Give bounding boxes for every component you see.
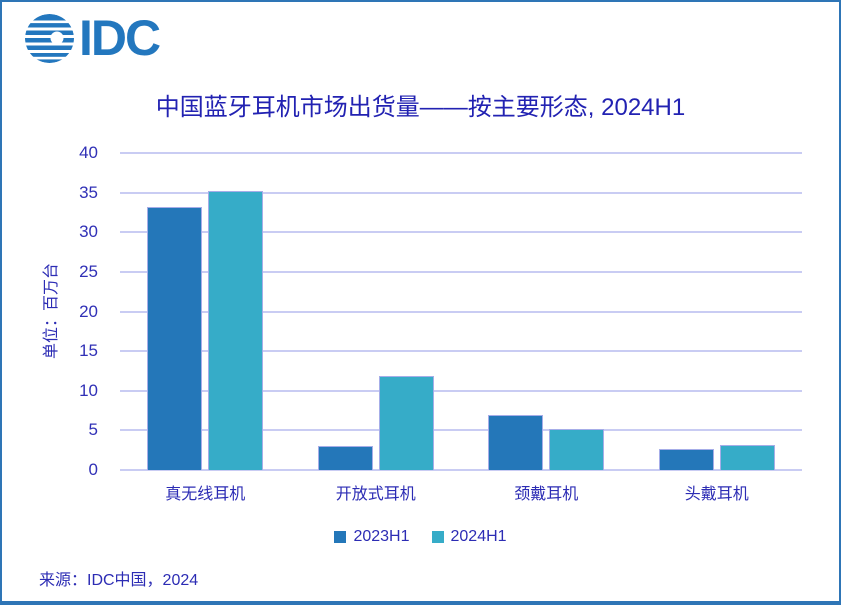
legend-label: 2024H1	[450, 528, 507, 545]
bar-2023H1	[658, 449, 714, 470]
source-note: 来源：IDC中国，2024	[39, 572, 199, 589]
y-axis-tick-label: 30	[79, 222, 98, 242]
plot-area	[120, 152, 802, 471]
gridline	[120, 152, 802, 154]
bar-2024H1	[719, 445, 775, 470]
bar-2024H1	[378, 375, 434, 470]
y-axis-tick-label: 35	[79, 182, 98, 202]
legend-item: 2024H1	[431, 528, 507, 545]
chart-title: 中国蓝牙耳机市场出货量——按主要形态, 2024H1	[155, 94, 686, 121]
x-axis-category-label: 开放式耳机	[335, 486, 416, 503]
bar-group	[291, 153, 462, 470]
bar-series-container	[120, 153, 802, 470]
gridline	[120, 429, 802, 432]
bar-2024H1	[208, 191, 264, 470]
y-axis-tick-label: 20	[79, 301, 98, 321]
x-axis-category-label: 真无线耳机	[165, 486, 246, 503]
x-axis-category-labels: 真无线耳机 开放式耳机 颈戴耳机 头戴耳机	[120, 480, 802, 504]
y-axis-tick-label: 0	[88, 460, 98, 479]
bar-group	[120, 153, 291, 470]
y-axis-tick-label: 25	[79, 261, 98, 281]
idc-globe-icon	[25, 14, 74, 63]
legend-label: 2023H1	[353, 528, 410, 545]
gridline	[120, 231, 802, 234]
gridline	[120, 389, 802, 392]
x-axis-category-label: 头戴耳机	[684, 486, 749, 503]
y-axis-tick-label: 15	[79, 341, 98, 361]
bar-group	[461, 153, 632, 470]
idc-logo-text: IDC	[79, 10, 161, 66]
legend-swatch	[334, 531, 347, 543]
x-axis-category-label: 颈戴耳机	[514, 486, 579, 503]
legend-swatch	[431, 531, 444, 543]
y-axis-tick-label: 10	[79, 380, 98, 400]
gridline	[120, 191, 802, 194]
y-axis-tick-label: 40	[79, 143, 98, 162]
bar-2023H1	[317, 446, 373, 470]
chart-legend: 2023H1 2024H1	[2, 529, 839, 545]
y-axis-tick-labels: 0 5 10 15 20 25 30 35 40	[2, 143, 98, 479]
gridline	[120, 310, 802, 313]
gridline	[120, 270, 802, 273]
bar-2024H1	[549, 428, 605, 470]
bar-2023H1	[488, 414, 544, 470]
bar-2023H1	[147, 206, 203, 470]
y-axis-tick-label: 5	[88, 420, 98, 440]
gridline	[120, 350, 802, 353]
idc-logo: IDC	[25, 10, 161, 66]
legend-item: 2023H1	[334, 528, 410, 545]
gridline	[120, 469, 802, 471]
bar-group	[632, 153, 803, 470]
